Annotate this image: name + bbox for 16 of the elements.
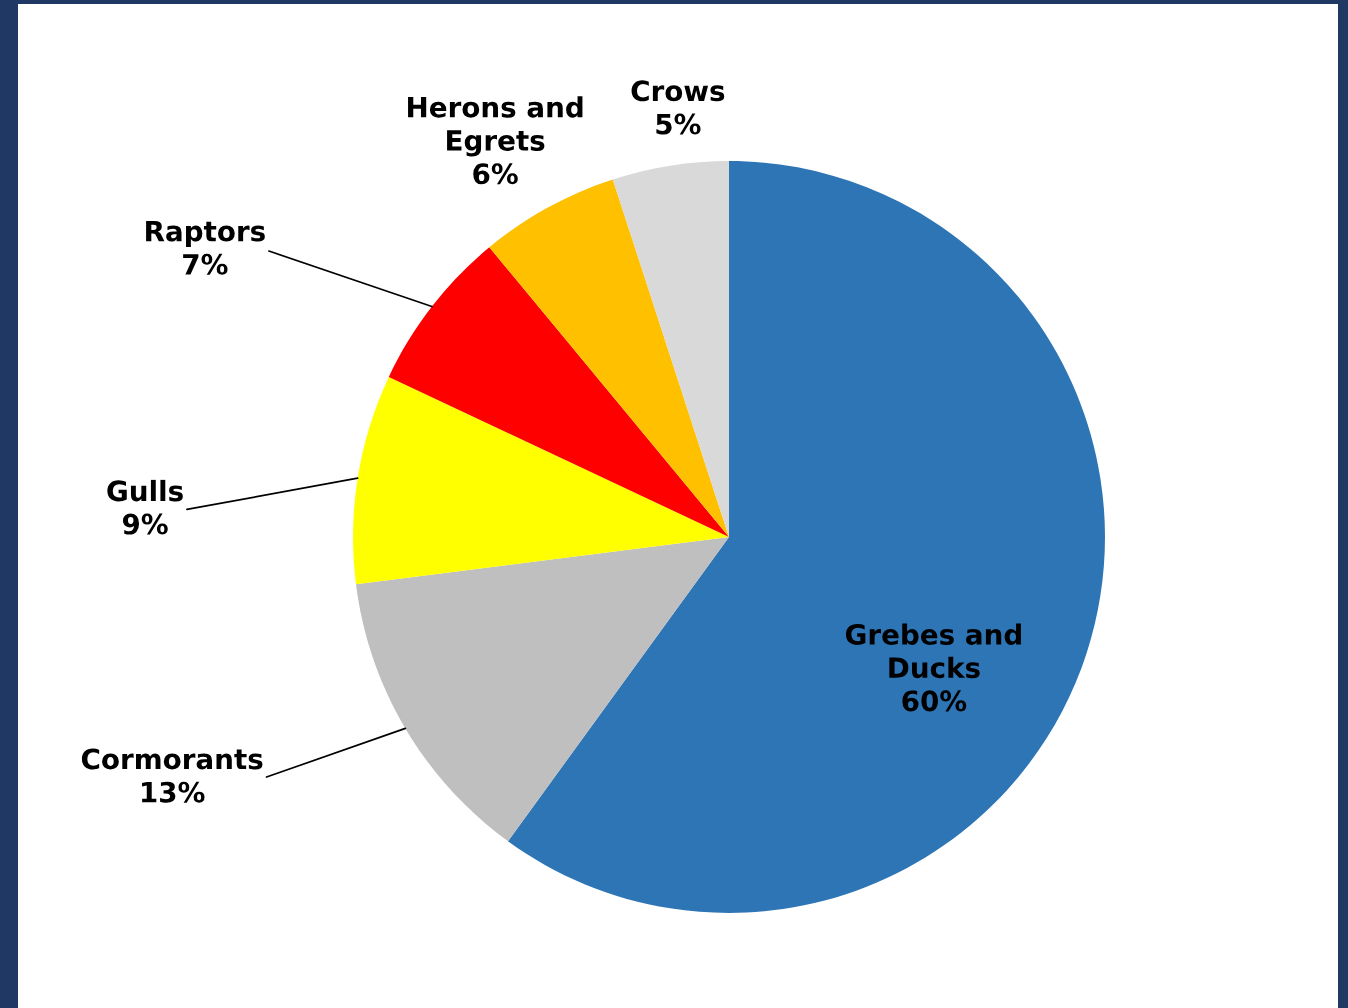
pie-slice — [353, 376, 729, 585]
data-label: 9% — [122, 513, 168, 535]
data-label: 7% — [183, 253, 228, 275]
slice-label: Crows — [631, 80, 725, 102]
slice-label: Raptors — [146, 220, 265, 247]
pie-slice — [612, 161, 729, 537]
slice-label: Herons and Egrets — [408, 96, 583, 157]
slice-label: Cormorants — [81, 748, 263, 770]
pie-slice — [355, 537, 729, 842]
data-label: 60% — [902, 690, 967, 712]
data-label: 5% — [656, 113, 701, 135]
data-label: 13% — [142, 781, 205, 803]
slice-label: Gulls — [107, 479, 183, 502]
pie-slice — [388, 247, 729, 537]
data-label: 6% — [473, 163, 518, 185]
slice-label: Grebes and Ducks — [845, 623, 1021, 679]
